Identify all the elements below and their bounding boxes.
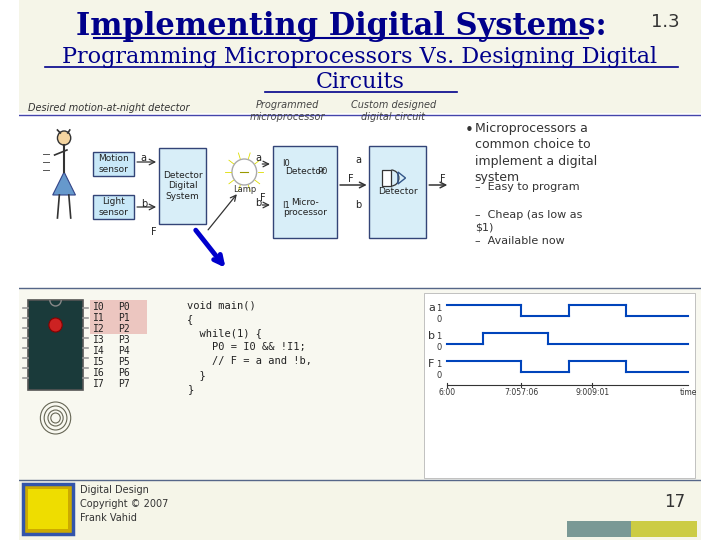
Text: P1: P1: [118, 313, 130, 323]
Text: Detector: Detector: [378, 187, 418, 197]
Text: F: F: [261, 193, 266, 203]
Text: 6:00: 6:00: [438, 388, 456, 397]
Text: –  Easy to program: – Easy to program: [474, 182, 580, 192]
Text: P6: P6: [118, 368, 130, 378]
Text: // F = a and !b,: // F = a and !b,: [187, 356, 312, 366]
Text: a: a: [428, 303, 435, 313]
Bar: [93, 152, 134, 176]
Bar: [28, 300, 83, 390]
Text: F: F: [428, 359, 435, 369]
Text: F: F: [348, 174, 354, 184]
Text: I7: I7: [93, 379, 104, 389]
Text: Light
sensor: Light sensor: [99, 197, 128, 217]
Text: a: a: [256, 153, 261, 163]
Text: b: b: [428, 331, 436, 341]
Text: I6: I6: [93, 368, 104, 378]
Text: I4: I4: [93, 346, 104, 356]
Text: 9:009:01: 9:009:01: [575, 388, 609, 397]
Text: I3: I3: [93, 335, 104, 345]
Text: P5: P5: [118, 357, 130, 367]
Text: Implementing Digital Systems:: Implementing Digital Systems:: [76, 11, 606, 43]
Polygon shape: [53, 172, 76, 195]
Text: F: F: [151, 227, 157, 237]
Text: Desired motion-at-night detector: Desired motion-at-night detector: [28, 103, 189, 113]
Bar: [23, 484, 73, 534]
Text: void main(): void main(): [187, 300, 256, 310]
Text: 1: 1: [436, 304, 441, 313]
Bar: [93, 195, 134, 219]
Text: 0: 0: [436, 371, 441, 380]
Bar: [567, 521, 631, 537]
Bar: [159, 148, 207, 224]
Text: a: a: [140, 153, 147, 163]
Text: }: }: [187, 370, 206, 380]
Text: b: b: [256, 198, 261, 208]
Text: P0 = I0 && !I1;: P0 = I0 && !I1;: [187, 342, 306, 352]
Text: P0: P0: [118, 302, 130, 312]
Text: Detector
Digital
System: Detector Digital System: [163, 171, 202, 201]
Text: 1: 1: [436, 332, 441, 341]
Text: 0: 0: [436, 315, 441, 324]
Text: a: a: [355, 155, 361, 165]
Bar: [19, 480, 701, 540]
Text: P3: P3: [118, 335, 130, 345]
Circle shape: [58, 131, 71, 145]
Bar: [567, 521, 697, 537]
Bar: [23, 484, 73, 534]
Bar: [28, 489, 68, 529]
Text: P0: P0: [317, 167, 328, 177]
Text: b: b: [140, 199, 147, 209]
Bar: [19, 288, 701, 480]
Text: {: {: [187, 314, 194, 324]
Text: Microprocessors a
common choice to
implement a digital
system: Microprocessors a common choice to imple…: [474, 122, 597, 185]
Text: Programming Microprocessors Vs. Designing Digital: Programming Microprocessors Vs. Designin…: [63, 46, 657, 68]
Text: –  Available now: – Available now: [474, 236, 564, 246]
Text: 1.3: 1.3: [651, 13, 680, 31]
Text: I1: I1: [282, 200, 290, 210]
Text: 17: 17: [665, 493, 685, 511]
Text: I2: I2: [93, 324, 104, 334]
Text: P7: P7: [118, 379, 130, 389]
Text: 7:057:06: 7:057:06: [504, 388, 539, 397]
Text: Digital Design
Copyright © 2007
Frank Vahid: Digital Design Copyright © 2007 Frank Va…: [80, 485, 168, 523]
Bar: [382, 170, 391, 186]
Text: 1: 1: [436, 360, 441, 369]
Text: Lamp: Lamp: [233, 186, 256, 194]
Text: time: time: [680, 388, 697, 397]
Text: Motion
sensor: Motion sensor: [98, 154, 129, 174]
Text: Custom designed
digital circuit: Custom designed digital circuit: [351, 100, 436, 122]
Bar: [90, 300, 147, 334]
Text: –  Cheap (as low as
$1): – Cheap (as low as $1): [474, 210, 582, 232]
Text: I5: I5: [93, 357, 104, 367]
Bar: [369, 146, 426, 238]
Text: Detector


Micro-
processor: Detector Micro- processor: [283, 167, 327, 217]
Bar: [273, 146, 337, 238]
Text: I0: I0: [282, 159, 290, 168]
Bar: [19, 0, 701, 112]
Circle shape: [49, 318, 62, 332]
Text: Circuits: Circuits: [315, 71, 405, 93]
Text: while(1) {: while(1) {: [187, 328, 262, 338]
Text: P2: P2: [118, 324, 130, 334]
Text: I1: I1: [93, 313, 104, 323]
Text: }: }: [187, 384, 194, 394]
Text: b: b: [355, 200, 361, 210]
Text: I0: I0: [93, 302, 104, 312]
Text: P4: P4: [118, 346, 130, 356]
Bar: [425, 293, 695, 478]
Text: F: F: [440, 174, 446, 184]
Text: Programmed
microprocessor: Programmed microprocessor: [249, 100, 325, 122]
Text: 0: 0: [436, 343, 441, 352]
Text: •: •: [464, 123, 473, 138]
